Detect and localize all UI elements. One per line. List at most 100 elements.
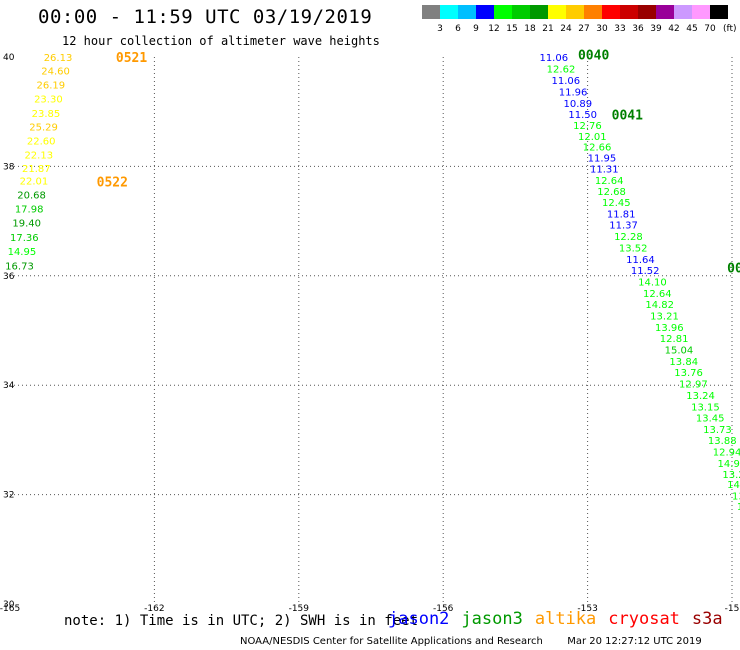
note-text: note: 1) Time is in UTC; 2) SWH is in fe… [64, 613, 419, 629]
scale-label: 45 [686, 24, 697, 34]
wave-height-value: 12.76 [573, 121, 602, 132]
lon-tick-label: -153 [577, 604, 597, 614]
scale-swatch [476, 5, 494, 19]
wave-height-value: 13.52 [619, 243, 648, 254]
lon-tick-label: -162 [144, 604, 164, 614]
wave-height-value: 11.31 [590, 165, 619, 176]
wave-height-value: 12.64 [595, 176, 624, 187]
scale-label: 18 [524, 24, 536, 34]
lat-tick-label: 38 [3, 162, 15, 172]
footer-credit: NOAA/NESDIS Center for Satellite Applica… [240, 636, 543, 647]
wave-height-value: 12.28 [614, 232, 643, 243]
wave-height-value: 25.29 [29, 122, 58, 133]
wave-height-value: 26.13 [44, 53, 73, 64]
wave-height-value: 17.36 [10, 233, 39, 244]
pass-time-label: 0042 [727, 262, 740, 277]
scale-label: 30 [596, 24, 608, 34]
wave-height-value: 12.68 [597, 187, 626, 198]
wave-height-value: 14.6 [737, 502, 740, 513]
wave-height-value: 22.60 [27, 137, 56, 148]
wave-height-value: 12.62 [547, 64, 576, 75]
scale-label: 6 [455, 24, 461, 34]
map-subtitle: 12 hour collection of altimeter wave hei… [62, 34, 380, 48]
lat-tick-label: 34 [3, 381, 15, 391]
wave-height-value: 12.45 [602, 198, 631, 209]
wave-height-value: 13.29 [722, 470, 740, 481]
wave-height-value: 20.68 [17, 190, 46, 201]
legend-altika: altika [534, 609, 597, 629]
wave-height-value: 13.21 [650, 312, 679, 323]
wave-height-value: 13.96 [655, 323, 684, 334]
scale-label: 42 [668, 24, 679, 34]
lon-tick-label: -15 [725, 604, 740, 614]
legend-jason2: jason2 [388, 609, 450, 629]
scale-swatch [710, 5, 728, 19]
wave-height-value: 15.04 [665, 346, 694, 357]
wave-height-value: 11.06 [539, 53, 568, 64]
wave-height-value: 13.73 [703, 425, 732, 436]
map-grid [10, 57, 733, 604]
footer-timestamp: Mar 20 12:27:12 UTC 2019 [567, 636, 702, 647]
pass-time-label: 0521 [116, 51, 147, 66]
wave-height-value: 12.66 [583, 143, 612, 154]
scale-swatch [638, 5, 656, 19]
scale-swatch [440, 5, 458, 19]
wave-height-value: 14.10 [638, 277, 667, 288]
satellite-legend: jason2 jason3 altika cryosat s3a [388, 609, 735, 629]
scale-swatch [512, 5, 530, 19]
lon-tick-label: -165 [0, 604, 20, 614]
wave-height-value: 12.81 [660, 334, 689, 345]
lat-tick-label: 36 [3, 272, 15, 282]
map-axes: -165 -162 -159 -156 -153 -15 40 38 36 34 32 30 [0, 53, 739, 614]
wave-height-value: 13.8 [732, 492, 740, 503]
wave-height-value: 11.06 [552, 76, 581, 87]
pass-time-label: 0041 [612, 108, 643, 123]
scale-swatch [530, 5, 548, 19]
scale-label: 9 [473, 24, 479, 34]
scale-swatch [566, 5, 584, 19]
scale-swatch [602, 5, 620, 19]
lon-tick-label: -156 [433, 604, 454, 614]
wave-height-value: 14.82 [645, 300, 674, 311]
wave-height-value: 21.87 [22, 164, 51, 175]
wave-height-value: 10.89 [564, 99, 593, 110]
scale-label: 21 [542, 24, 553, 34]
lat-tick-label: 40 [3, 53, 15, 63]
scale-label: 39 [650, 24, 662, 34]
scale-label: 36 [632, 24, 644, 34]
scale-swatch [422, 5, 440, 19]
scale-swatch [656, 5, 674, 19]
wave-height-value: 11.95 [588, 154, 617, 165]
wave-height-value: 11.64 [626, 255, 655, 266]
wave-height-value: 12.64 [643, 289, 672, 300]
wave-height-value: 14.8 [727, 480, 740, 491]
wave-height-value: 24.60 [41, 67, 70, 78]
wave-height-value: 12.97 [679, 380, 708, 391]
legend-s3a: s3a [691, 609, 723, 629]
wave-height-color-scale: 3 6 9 12 15 18 21 24 27 30 33 36 39 42 45 70 (ft) [422, 5, 737, 34]
wave-height-value: 13.76 [674, 368, 703, 379]
wave-height-value: 17.98 [15, 205, 44, 216]
scale-swatch [548, 5, 566, 19]
wave-height-value: 23.85 [32, 109, 61, 120]
scale-swatch [494, 5, 512, 19]
lat-tick-label: 30 [3, 600, 15, 610]
wave-height-value: 14.96 [718, 459, 740, 470]
lon-tick-label: -159 [289, 604, 310, 614]
legend-cryosat: cryosat [608, 609, 680, 629]
wave-height-value: 11.81 [607, 209, 636, 220]
scale-label: 3 [437, 24, 443, 34]
wave-height-value: 12.01 [578, 132, 607, 143]
scale-swatch [620, 5, 638, 19]
pass-time-label: 0040 [578, 48, 609, 63]
wave-height-value: 16.73 [5, 261, 34, 272]
scale-label: 27 [578, 24, 589, 34]
wave-height-value: 13.15 [691, 403, 720, 414]
wave-height-value: 22.13 [24, 150, 53, 161]
scale-label: 12 [488, 24, 499, 34]
wave-height-value: 13.45 [696, 413, 725, 424]
scale-swatch [674, 5, 692, 19]
wave-height-value: 11.37 [609, 220, 638, 231]
scale-label: 70 [704, 24, 716, 34]
